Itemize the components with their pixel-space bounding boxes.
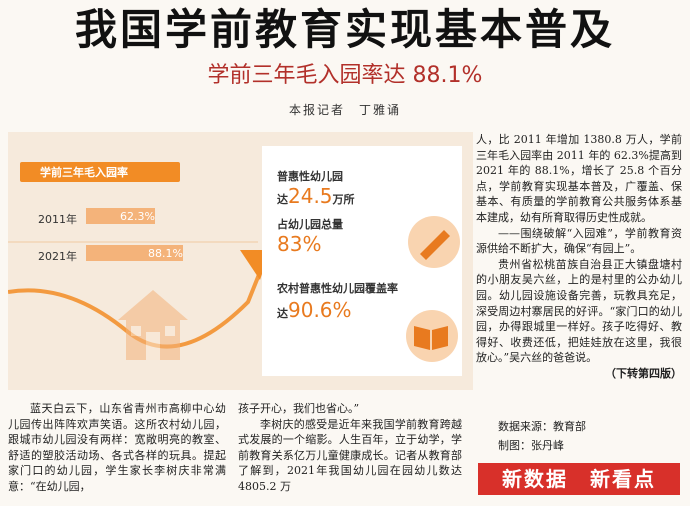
column-middle-text-2: 李树庆的感受是近年来我国学前教育跨越式发展的一个缩影。人生百年，立于幼学，学前教… xyxy=(238,417,462,493)
stat3-value: 90.6% xyxy=(288,298,352,322)
stat1-unit: 万所 xyxy=(332,193,355,206)
column-middle-text-1: 孩子开心，我们也省心。” xyxy=(238,402,360,415)
book-icon xyxy=(414,326,448,350)
column-right-text-1: 人，比 2011 年增加 1380.8 万人，学前三年毛入园率由 2011 年的… xyxy=(476,133,682,224)
infographic-background xyxy=(8,241,270,360)
school-building-icon xyxy=(118,290,188,360)
subheadline: 学前三年毛入园率达 88.1% xyxy=(207,63,483,88)
bar-2021 xyxy=(86,245,183,261)
stat2-label: 占幼儿园总量 xyxy=(277,218,343,231)
year-2021: 2021年 xyxy=(38,250,77,263)
headline: 我国学前教育实现基本普及 xyxy=(74,5,615,54)
data-source: 数据来源：教育部 xyxy=(498,420,586,433)
continued-note: （下转第四版） xyxy=(605,366,682,380)
bar-2011 xyxy=(86,208,155,224)
pen-icon xyxy=(420,230,450,260)
stat2-value: 83% xyxy=(277,232,322,256)
stat3-value-line: 达90.6% xyxy=(277,298,352,322)
byline: 本报记者 丁雅诵 xyxy=(288,103,401,117)
stats-panel: 普惠性幼儿园 达24.5万所 占幼儿园总量 83% 农村普惠性幼儿园覆盖率 达9… xyxy=(262,146,462,376)
column-middle: 孩子开心，我们也省心。” 李树庆的感受是近年来我国学前教育跨越式发展的一个缩影。… xyxy=(238,401,462,495)
stat1-prefix: 达 xyxy=(277,193,288,206)
stat3-prefix: 达 xyxy=(277,307,288,320)
stat1-label: 普惠性幼儿园 xyxy=(277,170,343,183)
stat1-value: 24.5 xyxy=(288,184,333,208)
column-left-text: 蓝天白云下，山东省青州市高柳中心幼儿园传出阵阵欢声笑语。这所农村幼儿园，跟城市幼… xyxy=(8,402,226,493)
value-2021: 88.1% xyxy=(148,247,183,260)
chart-title-bar xyxy=(20,162,180,182)
value-2011: 62.3% xyxy=(120,210,155,223)
year-2011: 2011年 xyxy=(38,213,77,226)
column-right-text-3: 贵州省松桃苗族自治县正大镇盘塘村的小朋友吴六丝，上的是村里的公办幼儿园。幼儿园设… xyxy=(476,257,682,365)
stat1-value-line: 达24.5万所 xyxy=(277,184,355,208)
stat3-label: 农村普惠性幼儿园覆盖率 xyxy=(277,282,398,295)
column-left: 蓝天白云下，山东省青州市高柳中心幼儿园传出阵阵欢声笑语。这所农村幼儿园，跟城市幼… xyxy=(8,401,226,495)
banner: 新数据 新看点 xyxy=(478,463,680,495)
chart-title: 学前三年毛入园率 xyxy=(40,166,128,179)
column-right-text-2: ——围绕破解“入园难”，学前教育资源供给不断扩大，确保“有园上”。 xyxy=(476,226,682,256)
design-credit: 制图：张丹峰 xyxy=(498,439,564,452)
column-right: 人，比 2011 年增加 1380.8 万人，学前三年毛入园率由 2011 年的… xyxy=(476,132,682,382)
